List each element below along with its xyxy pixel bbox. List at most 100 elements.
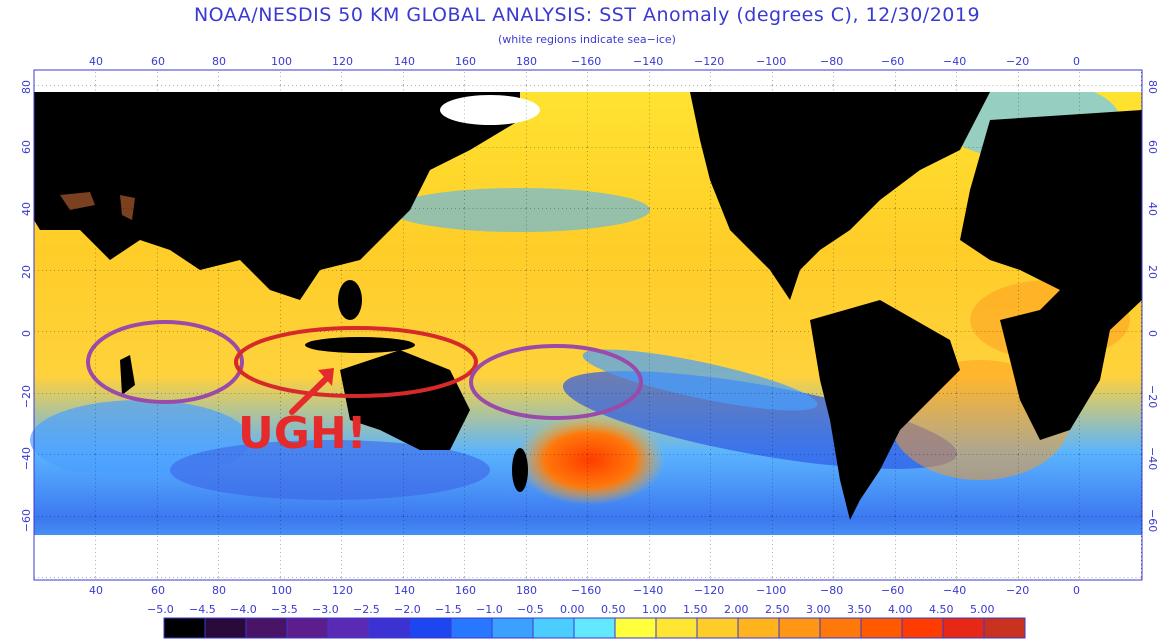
lon-tick: 0 xyxy=(1073,584,1080,597)
lat-tick: 20 xyxy=(1146,265,1159,279)
colorbar-label: −3.0 xyxy=(312,603,339,616)
lat-tick: 60 xyxy=(1146,140,1159,154)
lon-tick: −100 xyxy=(756,55,787,68)
colorbar-swatch xyxy=(286,617,329,639)
lat-tick: −40 xyxy=(1146,447,1159,471)
colorbar-swatch xyxy=(245,617,288,639)
colorbar-label: 3.00 xyxy=(806,603,831,616)
lat-tick: −60 xyxy=(20,509,33,533)
south-pacific-circle xyxy=(469,344,643,420)
lat-tick: 80 xyxy=(1146,80,1159,94)
colorbar-label: −4.0 xyxy=(230,603,257,616)
lon-tick: 160 xyxy=(455,584,476,597)
lat-tick: 0 xyxy=(1146,330,1159,337)
lon-tick: 140 xyxy=(394,584,415,597)
lon-tick: −120 xyxy=(694,55,725,68)
colorbar-swatch xyxy=(942,617,985,639)
colorbar-swatch xyxy=(819,617,862,639)
colorbar-label: 5.00 xyxy=(970,603,995,616)
colorbar-label: −5.0 xyxy=(147,603,174,616)
lat-tick: 40 xyxy=(1146,202,1159,216)
lon-tick: 160 xyxy=(455,55,476,68)
colorbar-swatch xyxy=(204,617,247,639)
lon-tick: 80 xyxy=(212,584,226,597)
colorbar-swatch xyxy=(327,617,370,639)
lon-tick: −140 xyxy=(633,55,664,68)
colorbar-swatch xyxy=(614,617,657,639)
colorbar-label: 2.50 xyxy=(765,603,790,616)
lon-tick: −60 xyxy=(881,55,905,68)
colorbar-label: 4.50 xyxy=(929,603,954,616)
ugh-annotation: UGH! xyxy=(238,408,367,459)
colorbar-swatch xyxy=(860,617,903,639)
colorbar-label: −4.5 xyxy=(189,603,216,616)
colorbar xyxy=(163,617,1026,639)
lon-tick: 60 xyxy=(151,584,165,597)
colorbar-swatch xyxy=(491,617,534,639)
colorbar-swatch xyxy=(737,617,780,639)
colorbar-label: −1.0 xyxy=(476,603,503,616)
lat-tick: −20 xyxy=(20,385,33,409)
colorbar-swatch xyxy=(983,617,1026,639)
lon-tick: −40 xyxy=(943,584,967,597)
map-subtitle: (white regions indicate sea−ice) xyxy=(498,33,676,46)
colorbar-label: −0.5 xyxy=(517,603,544,616)
lon-tick: −160 xyxy=(571,55,602,68)
colorbar-swatch xyxy=(901,617,944,639)
lat-tick: 0 xyxy=(20,330,33,337)
lon-tick: −80 xyxy=(820,584,844,597)
colorbar-label: −3.5 xyxy=(271,603,298,616)
lon-tick: 120 xyxy=(332,55,353,68)
lat-tick: 60 xyxy=(20,140,33,154)
lon-tick: −100 xyxy=(756,584,787,597)
arrow-shaft xyxy=(289,372,333,415)
colorbar-label: −1.5 xyxy=(435,603,462,616)
lon-tick: 180 xyxy=(516,55,537,68)
colorbar-swatch xyxy=(532,617,575,639)
lon-tick: 80 xyxy=(212,55,226,68)
lon-tick: 60 xyxy=(151,55,165,68)
colorbar-label: 2.00 xyxy=(724,603,749,616)
lon-tick: −60 xyxy=(881,584,905,597)
colorbar-label: 0.00 xyxy=(560,603,585,616)
colorbar-label: 3.50 xyxy=(847,603,872,616)
colorbar-label: −2.5 xyxy=(353,603,380,616)
lon-tick: −160 xyxy=(571,584,602,597)
colorbar-swatch xyxy=(696,617,739,639)
indian-ocean-circle xyxy=(86,320,244,404)
colorbar-swatch xyxy=(450,617,493,639)
lat-tick: −60 xyxy=(1146,509,1159,533)
lon-tick: 120 xyxy=(332,584,353,597)
lon-tick: 0 xyxy=(1073,55,1080,68)
lon-tick: 100 xyxy=(271,55,292,68)
colorbar-swatch xyxy=(409,617,452,639)
colorbar-label: 1.50 xyxy=(683,603,708,616)
lon-tick: −20 xyxy=(1006,55,1030,68)
colorbar-label: −2.0 xyxy=(394,603,421,616)
lat-tick: −40 xyxy=(20,447,33,471)
lon-tick: 40 xyxy=(89,584,103,597)
lon-tick: 180 xyxy=(516,584,537,597)
colorbar-swatch xyxy=(573,617,616,639)
lat-tick: 40 xyxy=(20,202,33,216)
colorbar-label: 4.00 xyxy=(888,603,913,616)
lon-tick: −120 xyxy=(694,584,725,597)
map-frame xyxy=(33,69,1143,581)
lon-tick: −80 xyxy=(820,55,844,68)
lon-tick: −140 xyxy=(633,584,664,597)
lon-tick: −40 xyxy=(943,55,967,68)
lon-tick: 40 xyxy=(89,55,103,68)
colorbar-swatch xyxy=(163,617,206,639)
colorbar-label: 0.50 xyxy=(601,603,626,616)
lat-tick: 80 xyxy=(20,80,33,94)
lat-tick: 20 xyxy=(20,265,33,279)
map-title: NOAA/NESDIS 50 KM GLOBAL ANALYSIS: SST A… xyxy=(193,4,981,26)
lon-tick: 140 xyxy=(394,55,415,68)
colorbar-swatch xyxy=(368,617,411,639)
lon-tick: −20 xyxy=(1006,584,1030,597)
colorbar-swatch xyxy=(778,617,821,639)
colorbar-label: 1.00 xyxy=(642,603,667,616)
lon-tick: 100 xyxy=(271,584,292,597)
colorbar-swatch xyxy=(655,617,698,639)
